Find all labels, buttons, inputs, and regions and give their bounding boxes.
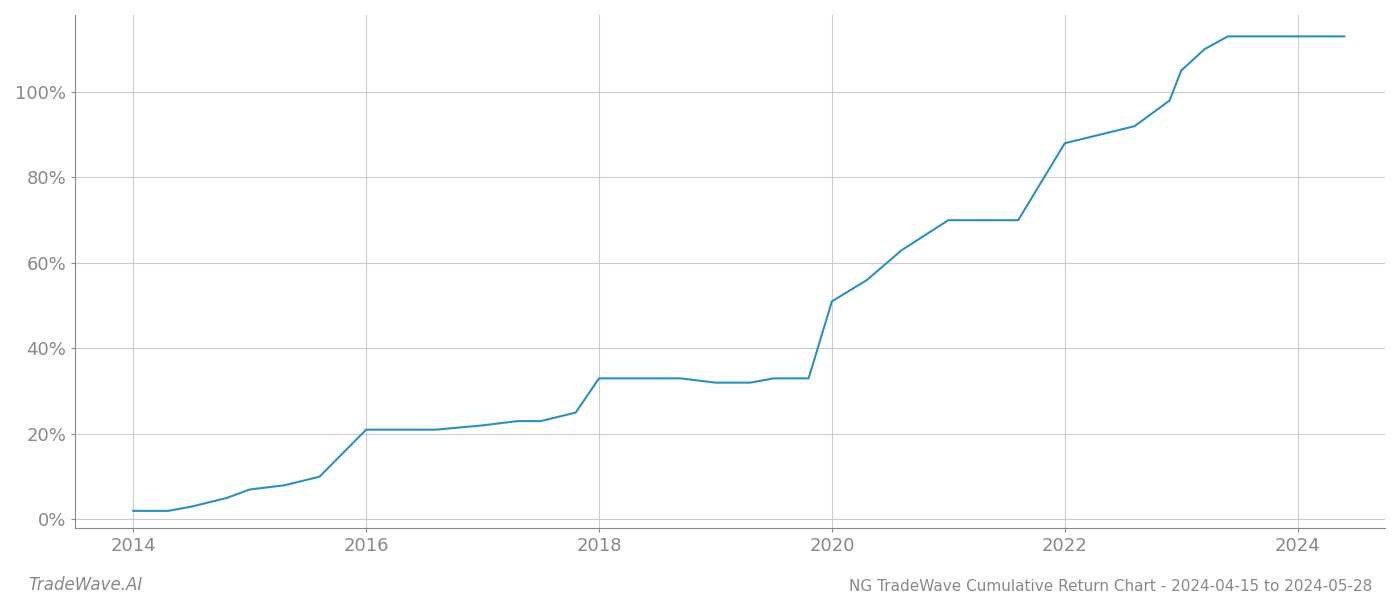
Text: TradeWave.AI: TradeWave.AI <box>28 576 143 594</box>
Text: NG TradeWave Cumulative Return Chart - 2024-04-15 to 2024-05-28: NG TradeWave Cumulative Return Chart - 2… <box>848 579 1372 594</box>
